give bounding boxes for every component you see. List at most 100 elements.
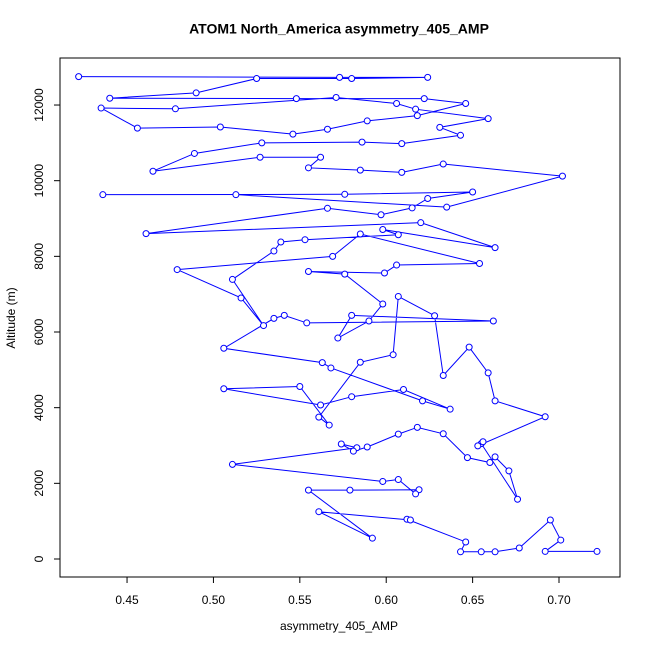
data-line — [78, 76, 598, 553]
data-point — [341, 270, 349, 278]
data-point — [332, 93, 340, 101]
data-point — [348, 311, 356, 319]
data-point — [394, 292, 402, 300]
x-tick-label: 0.60 — [375, 593, 399, 607]
x-tick-label: 0.65 — [461, 593, 485, 607]
data-point — [489, 317, 497, 325]
data-point — [323, 125, 331, 133]
x-tick-label: 0.50 — [202, 593, 226, 607]
x-tick-label: 0.55 — [288, 593, 312, 607]
data-point — [557, 536, 565, 544]
data-point — [484, 369, 492, 377]
data-point — [593, 547, 601, 555]
data-point — [323, 204, 331, 212]
data-point — [337, 440, 345, 448]
data-point — [149, 167, 157, 175]
data-point — [228, 460, 236, 468]
chart-title: ATOM1 North_America asymmetry_405_AMP — [189, 21, 489, 37]
data-point — [228, 275, 236, 283]
data-point — [408, 204, 416, 212]
data-point — [277, 238, 285, 246]
data-point — [477, 548, 485, 556]
data-point — [106, 94, 114, 102]
data-point — [457, 548, 465, 556]
data-point — [443, 203, 451, 211]
data-point — [190, 149, 198, 157]
data-point — [270, 247, 278, 255]
y-tick-label: 4000 — [32, 394, 46, 421]
data-point — [398, 168, 406, 176]
y-tick-label: 10000 — [32, 164, 46, 198]
data-point — [439, 430, 447, 438]
data-point — [237, 294, 245, 302]
y-tick-label: 8000 — [32, 243, 46, 270]
data-point — [558, 172, 566, 180]
data-point — [356, 230, 364, 238]
data-point — [469, 188, 477, 196]
data-point — [327, 364, 335, 372]
data-point — [457, 131, 465, 139]
data-point — [232, 191, 240, 199]
data-point — [394, 430, 402, 438]
data-point — [417, 219, 425, 227]
data-point — [356, 166, 364, 174]
data-point — [280, 311, 288, 319]
x-tick-label: 0.70 — [547, 593, 571, 607]
data-point — [439, 372, 447, 380]
data-point — [463, 454, 471, 462]
data-point — [192, 89, 200, 97]
data-point — [424, 194, 432, 202]
data-point — [270, 314, 278, 322]
data-point — [505, 467, 513, 475]
data-point — [171, 105, 179, 113]
data-point — [515, 544, 523, 552]
data-point — [365, 317, 373, 325]
data-point — [479, 438, 487, 446]
data-point — [329, 252, 337, 260]
data-point — [317, 401, 325, 409]
data-point — [304, 486, 312, 494]
data-point — [491, 548, 499, 556]
data-point — [220, 385, 228, 393]
data-point — [393, 261, 401, 269]
data-point — [541, 413, 549, 421]
data-point — [315, 413, 323, 421]
y-tick-label: 12000 — [32, 88, 46, 122]
data-point — [413, 423, 421, 431]
x-tick-label: 0.45 — [115, 593, 139, 607]
data-point — [368, 534, 376, 542]
data-point — [412, 490, 420, 498]
data-point — [491, 397, 499, 405]
data-point — [465, 343, 473, 351]
x-axis-label: asymmetry_405_AMP — [280, 619, 398, 633]
data-point — [406, 516, 414, 524]
data-point — [389, 351, 397, 359]
data-point — [253, 75, 261, 83]
data-point — [424, 73, 432, 81]
data-point — [336, 73, 344, 81]
data-point — [318, 359, 326, 367]
data-point — [315, 508, 323, 516]
y-tick-label: 0 — [32, 555, 46, 562]
data-point — [413, 112, 421, 120]
data-point — [216, 123, 224, 131]
data-point — [346, 486, 354, 494]
y-axis-label: Altitude (m) — [4, 287, 18, 348]
data-point — [431, 312, 439, 320]
data-point — [394, 476, 402, 484]
data-point — [486, 459, 494, 467]
data-point — [142, 230, 150, 238]
data-point — [304, 164, 312, 172]
data-point — [541, 547, 549, 555]
data-point — [220, 344, 228, 352]
data-point — [420, 95, 428, 103]
data-point — [379, 225, 387, 233]
data-point — [363, 443, 371, 451]
data-point — [348, 75, 356, 83]
data-point — [412, 105, 420, 113]
data-point — [349, 447, 357, 455]
data-point — [317, 153, 325, 161]
data-point — [394, 231, 402, 239]
